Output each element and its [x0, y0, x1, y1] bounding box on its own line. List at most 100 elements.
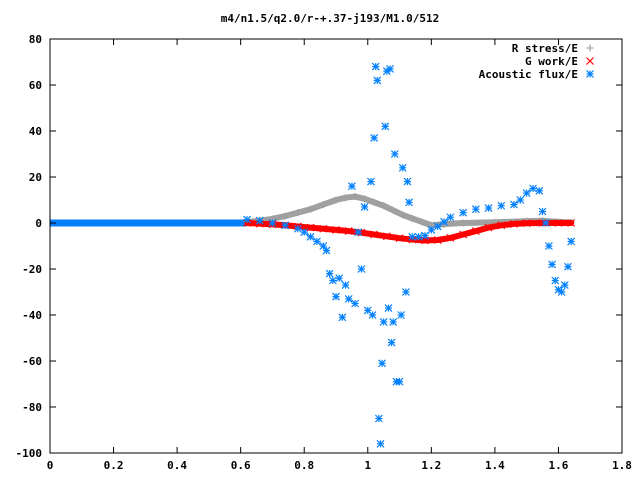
data-point [281, 212, 289, 220]
y-tick-label: -40 [22, 309, 42, 322]
data-point [373, 76, 382, 85]
data-point [384, 304, 393, 313]
data-point [403, 177, 412, 186]
data-point [510, 219, 518, 228]
data-point [395, 234, 404, 243]
y-tick-label: 40 [29, 125, 42, 138]
data-point [319, 242, 328, 250]
data-point [354, 228, 363, 237]
data-point [418, 218, 426, 226]
data-point [307, 205, 315, 213]
data-point [390, 150, 399, 158]
data-point [459, 230, 468, 239]
y-tick-label: 80 [29, 33, 42, 46]
data-point [378, 359, 387, 368]
data-point [408, 214, 416, 222]
data-point [255, 216, 264, 225]
data-point [557, 288, 566, 296]
data-point [398, 163, 407, 172]
data-point [370, 198, 378, 206]
x-tick-label: 0.4 [167, 459, 187, 472]
data-point [554, 219, 563, 227]
data-point [370, 133, 379, 142]
data-point [328, 276, 337, 285]
data-point [433, 236, 442, 244]
data-point [516, 196, 525, 204]
legend-marker [586, 70, 594, 78]
data-point [332, 196, 340, 204]
x-tick-label: 1.4 [485, 459, 505, 472]
data-point [389, 206, 397, 214]
data-point [497, 201, 506, 210]
y-tick-label: -20 [22, 263, 42, 276]
data-point [446, 234, 455, 242]
data-point [440, 217, 448, 226]
data-point [344, 227, 353, 235]
y-tick-label: 60 [29, 79, 42, 92]
data-point [560, 281, 569, 290]
data-point [341, 281, 350, 290]
data-point [541, 219, 550, 227]
data-point [567, 237, 576, 246]
data-point [293, 224, 302, 233]
data-point [332, 292, 340, 301]
x-tick-label: 1.8 [612, 459, 632, 472]
data-point [367, 177, 375, 186]
data-point [376, 439, 385, 448]
data-point [386, 64, 394, 73]
data-point [313, 237, 321, 246]
data-point [497, 221, 506, 230]
data-point [325, 269, 334, 278]
data-point [484, 204, 493, 212]
data-point [397, 311, 406, 319]
data-point [471, 205, 480, 214]
data-point [421, 231, 429, 240]
legend-marker [586, 44, 594, 52]
legend-marker [586, 57, 594, 65]
data-point [471, 227, 480, 235]
data-point [484, 223, 493, 232]
data-point [387, 338, 396, 347]
data-point [382, 232, 391, 241]
data-point [510, 200, 518, 209]
data-point [338, 313, 347, 322]
data-point [306, 232, 315, 241]
legend-label: Acoustic flux/E [479, 68, 578, 81]
data-point [319, 224, 328, 233]
data-point [344, 294, 353, 303]
x-tick-label: 0 [47, 459, 54, 472]
legend-label: R stress/E [512, 42, 578, 55]
data-point [243, 215, 251, 224]
data-point [459, 208, 468, 217]
data-point [414, 232, 423, 241]
data-point [371, 62, 380, 71]
data-point [564, 262, 572, 271]
y-tick-label: -80 [22, 401, 42, 414]
x-tick-label: 1.6 [549, 459, 569, 472]
data-point [347, 182, 356, 191]
data-point [427, 225, 436, 234]
series-3 [243, 62, 576, 448]
y-tick-label: -100 [16, 447, 43, 460]
data-point [548, 260, 557, 269]
x-tick-label: 0.8 [294, 459, 314, 472]
plot-area [50, 62, 576, 448]
data-point [332, 225, 340, 234]
y-tick-label: -60 [22, 355, 42, 368]
data-point [322, 246, 331, 255]
plot-frame [49, 38, 623, 454]
legend-label: G work/E [525, 55, 578, 68]
data-point [459, 219, 467, 227]
data-point [395, 377, 404, 386]
data-point [544, 242, 553, 250]
data-point [401, 288, 410, 296]
data-point [294, 209, 302, 217]
data-point [300, 228, 309, 237]
data-point [368, 311, 377, 319]
data-point [405, 198, 414, 207]
data-point [535, 186, 544, 195]
x-tick-label: 1.2 [421, 459, 441, 472]
data-point [351, 299, 359, 308]
